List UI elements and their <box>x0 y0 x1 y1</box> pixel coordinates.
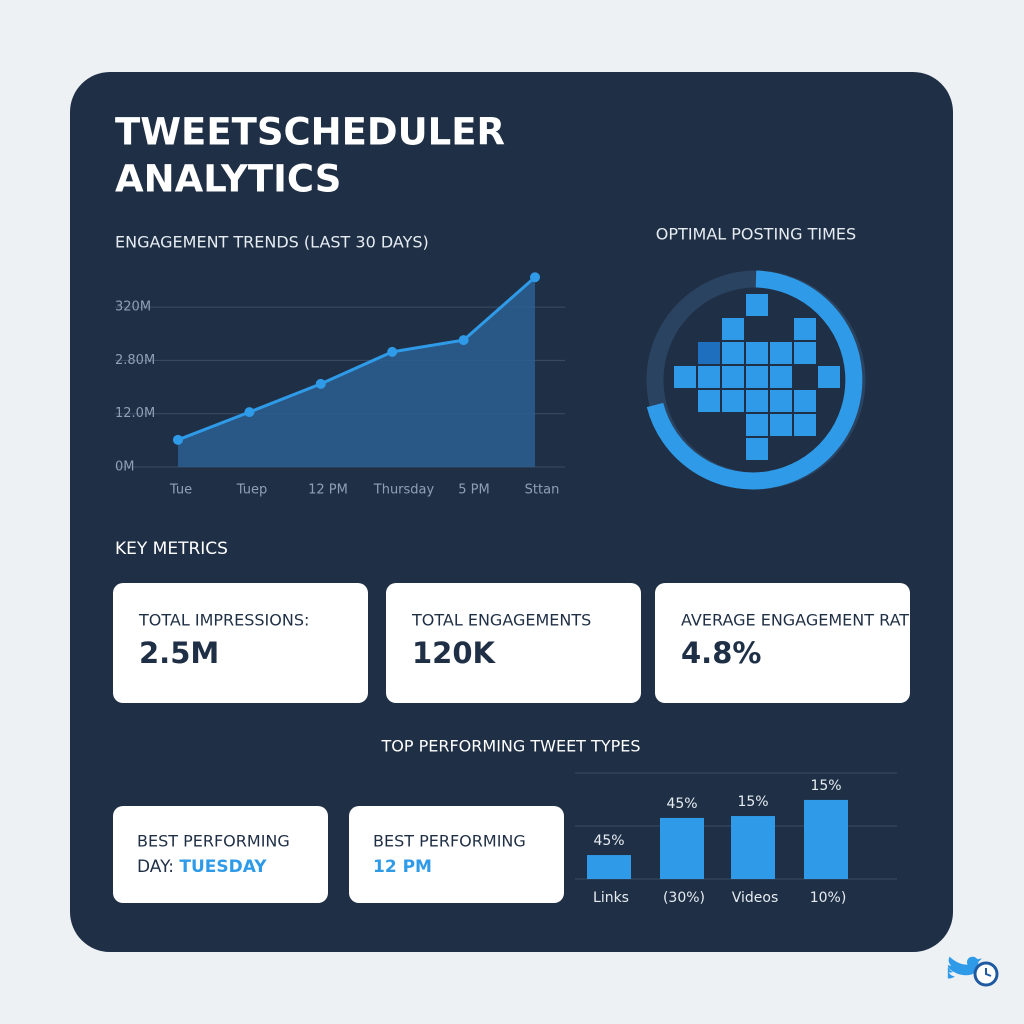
heat-cell <box>722 342 744 364</box>
x-tick-label: Tuep <box>236 483 267 498</box>
bar <box>804 799 848 879</box>
heat-cell <box>746 342 768 364</box>
heat-cell <box>794 342 816 364</box>
heat-cell <box>770 414 792 436</box>
x-tick-label: 10%) <box>810 890 847 906</box>
bar-label: 45% <box>666 796 697 812</box>
heat-cell <box>746 294 768 316</box>
bar <box>587 855 631 879</box>
metric-value: 120K <box>412 636 497 670</box>
best-highlight: TUESDAY <box>179 857 267 877</box>
heat-cell <box>794 414 816 436</box>
bar <box>660 817 704 879</box>
point <box>530 272 540 283</box>
metric-label: TOTAL ENGAGEMENTS <box>411 611 591 630</box>
section-title: TOP PERFORMING TWEET TYPES <box>381 737 641 756</box>
metric-value: 4.8% <box>681 636 761 670</box>
x-tick-label: (30%) <box>663 890 705 906</box>
heat-cell <box>818 366 840 388</box>
best-value: DAY: TUESDAY <box>137 857 267 877</box>
best-card <box>349 806 564 903</box>
heat-cell <box>674 366 696 388</box>
metric-card <box>386 583 641 703</box>
ring-arc <box>646 270 863 490</box>
best-prefix: DAY: <box>137 857 179 877</box>
area <box>178 277 535 467</box>
metric-label: AVERAGE ENGAGEMENT RATE <box>681 611 919 630</box>
point <box>173 434 183 445</box>
metric-card <box>113 583 368 703</box>
heat-cell <box>698 366 720 388</box>
metric-label: TOTAL IMPRESSIONS: <box>138 611 309 630</box>
heat-cell <box>770 342 792 364</box>
heat-cell <box>722 390 744 412</box>
bar-label: 45% <box>593 833 624 849</box>
x-tick-label: Videos <box>732 890 779 906</box>
y-tick-label: 12.0M <box>115 406 155 421</box>
bar-label: 15% <box>810 778 841 794</box>
heat-cell <box>698 390 720 412</box>
y-tick-label: 0M <box>115 460 135 475</box>
best-highlight: 12 PM <box>373 857 432 877</box>
best-value: 12 PM <box>373 857 432 877</box>
x-tick-label: Links <box>593 890 629 906</box>
card <box>70 72 953 952</box>
heat-cell <box>722 318 744 340</box>
x-tick-label: Sttan <box>525 483 560 498</box>
x-tick-label: Thursday <box>373 483 435 498</box>
logo <box>947 956 999 987</box>
heat-cell <box>770 366 792 388</box>
best-label: BEST PERFORMING <box>137 832 290 851</box>
section-title: OPTIMAL POSTING TIMES <box>656 225 856 244</box>
heat-cell <box>746 414 768 436</box>
section-title: KEY METRICS <box>115 539 228 559</box>
heat-cell <box>746 390 768 412</box>
bar <box>731 816 775 879</box>
heat-cell <box>746 366 768 388</box>
heat-cell <box>794 390 816 412</box>
point <box>387 346 398 357</box>
bar-label: 15% <box>737 794 768 810</box>
section-title: ENGAGEMENT TRENDS (LAST 30 DAYS) <box>115 233 429 252</box>
heat-cell <box>722 366 744 388</box>
best-card <box>113 806 328 903</box>
heat-cell <box>794 318 816 340</box>
metric-card <box>655 583 910 703</box>
heat-cell <box>770 390 792 412</box>
x-tick-label: 12 PM <box>308 483 348 498</box>
point <box>458 335 469 346</box>
line <box>177 276 536 442</box>
x-tick-label: Tue <box>169 483 192 498</box>
point <box>244 407 255 418</box>
best-label: BEST PERFORMING <box>373 832 526 851</box>
title: ANALYTICS <box>115 158 341 201</box>
y-tick-label: 2.80M <box>115 353 155 368</box>
point <box>315 378 326 389</box>
heat-cell <box>698 342 720 364</box>
metric-value: 2.5M <box>139 636 219 670</box>
heat-cell <box>746 438 768 460</box>
title: TWEETSCHEDULER <box>115 111 505 154</box>
y-tick-label: 320M <box>115 300 151 315</box>
heatmap <box>674 294 840 460</box>
x-tick-label: 5 PM <box>458 483 489 498</box>
